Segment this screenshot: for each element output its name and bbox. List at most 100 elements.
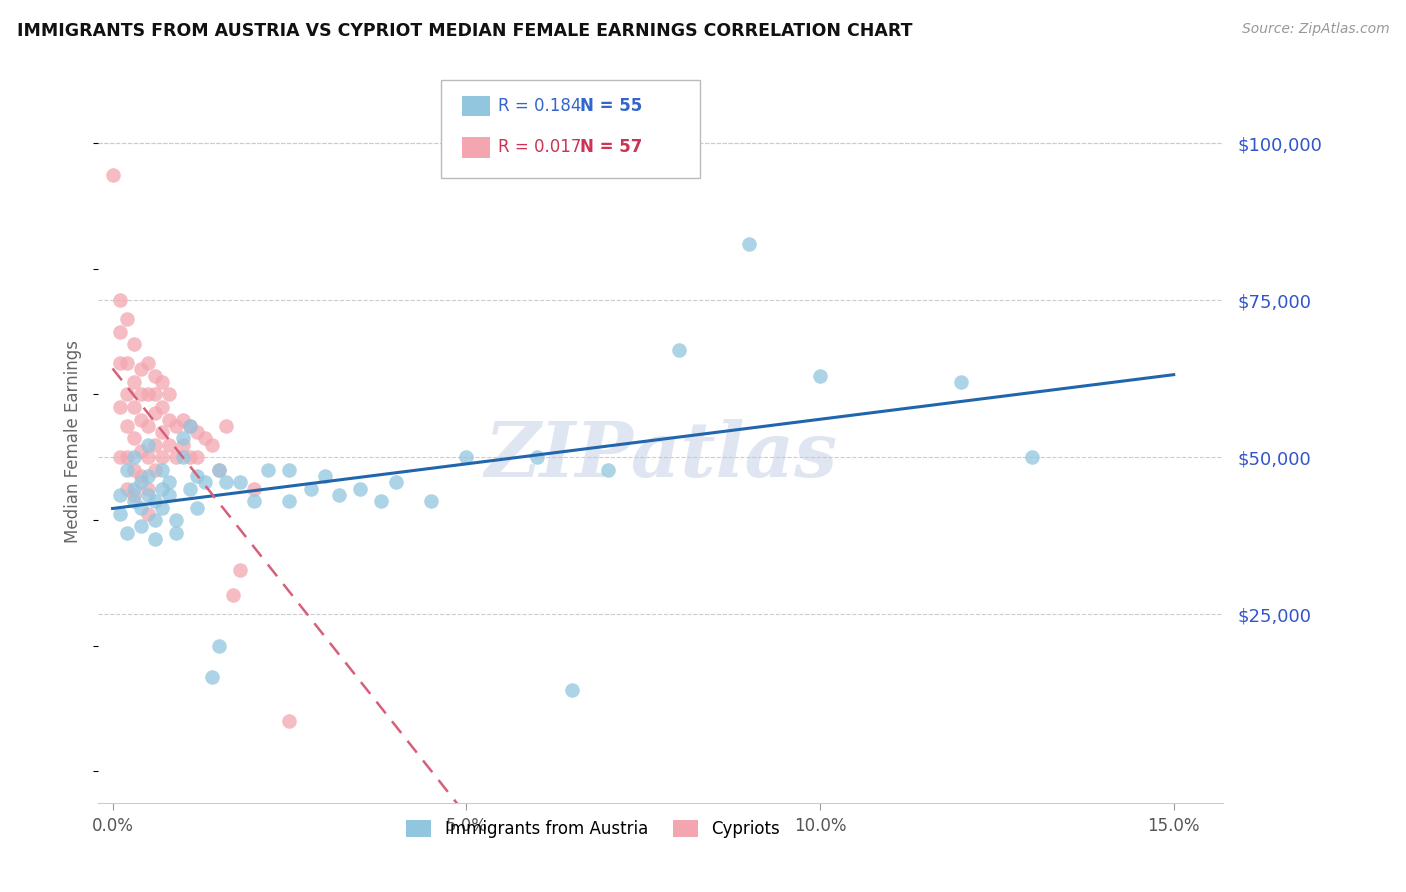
Point [143, 513, 166, 527]
Point [738, 236, 761, 251]
Point [129, 500, 152, 515]
Point [157, 488, 180, 502]
Point [186, 450, 208, 465]
Point [143, 532, 166, 546]
Point [143, 438, 166, 452]
Point [115, 525, 138, 540]
Point [108, 325, 131, 339]
Point [950, 375, 973, 389]
Point [122, 400, 145, 414]
Point [172, 412, 194, 426]
FancyBboxPatch shape [441, 80, 700, 178]
Point [136, 482, 159, 496]
Point [561, 682, 583, 697]
Point [208, 463, 231, 477]
Point [150, 463, 173, 477]
Point [122, 375, 145, 389]
Point [122, 337, 145, 351]
Point [384, 475, 406, 490]
Point [136, 387, 159, 401]
Point [122, 482, 145, 496]
Point [150, 425, 173, 439]
Point [129, 444, 152, 458]
Point [215, 475, 238, 490]
Text: R = 0.017: R = 0.017 [498, 138, 581, 156]
Point [108, 507, 131, 521]
Point [172, 438, 194, 452]
Point [115, 450, 138, 465]
Point [157, 387, 180, 401]
Point [278, 714, 301, 728]
Point [157, 412, 180, 426]
Point [129, 362, 152, 376]
Point [278, 463, 301, 477]
Point [115, 482, 138, 496]
Text: N = 57: N = 57 [579, 138, 643, 156]
FancyBboxPatch shape [461, 96, 489, 117]
Point [201, 670, 224, 684]
Point [150, 482, 173, 496]
Point [136, 507, 159, 521]
Point [122, 463, 145, 477]
Point [129, 387, 152, 401]
Point [165, 450, 187, 465]
Point [179, 450, 201, 465]
Point [243, 482, 266, 496]
Point [172, 431, 194, 445]
Point [157, 475, 180, 490]
Point [129, 519, 152, 533]
Point [165, 513, 187, 527]
Point [108, 356, 131, 370]
Point [257, 463, 280, 477]
Point [186, 425, 208, 439]
Point [122, 494, 145, 508]
Point [143, 368, 166, 383]
Point [596, 463, 619, 477]
Point [349, 482, 371, 496]
Point [115, 418, 138, 433]
Point [108, 488, 131, 502]
Y-axis label: Median Female Earnings: Median Female Earnings [65, 340, 83, 543]
Point [419, 494, 441, 508]
Point [157, 438, 180, 452]
Point [179, 482, 201, 496]
Text: N = 55: N = 55 [579, 97, 643, 115]
Point [136, 488, 159, 502]
Point [314, 469, 336, 483]
Point [115, 312, 138, 326]
Point [526, 450, 548, 465]
Point [108, 400, 131, 414]
Point [172, 450, 194, 465]
Point [143, 494, 166, 508]
Point [229, 563, 252, 577]
Point [208, 639, 231, 653]
Point [150, 375, 173, 389]
Point [193, 431, 215, 445]
Point [101, 168, 124, 182]
Point [108, 450, 131, 465]
Point [122, 450, 145, 465]
Point [122, 488, 145, 502]
Point [150, 450, 173, 465]
Point [143, 387, 166, 401]
Point [186, 469, 208, 483]
Point [136, 450, 159, 465]
Point [143, 406, 166, 420]
Point [165, 418, 187, 433]
Point [229, 475, 252, 490]
Point [129, 412, 152, 426]
Point [278, 494, 301, 508]
Point [328, 488, 350, 502]
Point [456, 450, 478, 465]
Point [115, 463, 138, 477]
Text: ZIPatlas: ZIPatlas [484, 419, 838, 493]
Point [243, 494, 266, 508]
Point [136, 418, 159, 433]
Point [115, 356, 138, 370]
Point [208, 463, 231, 477]
Point [136, 469, 159, 483]
Point [215, 418, 238, 433]
Point [143, 463, 166, 477]
Point [668, 343, 690, 358]
Point [115, 387, 138, 401]
